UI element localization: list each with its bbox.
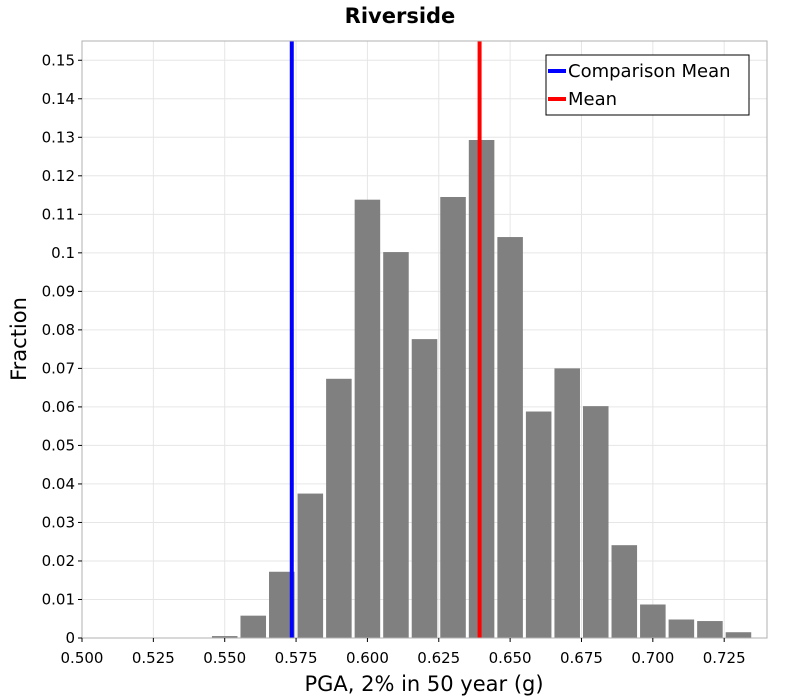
x-axis-ticks: 0.500 0.525 0.550 0.575 0.600 0.625 0.650 0.675… [61,638,746,667]
histogram-bar [297,493,324,638]
y-tick-label: 0.15 [42,51,75,69]
histogram-bar [440,196,466,638]
histogram-bar [582,406,609,638]
y-tick-label: 0.14 [42,90,75,108]
histogram-bar [326,378,352,638]
x-tick-label: 0.600 [346,649,389,667]
histogram-bar [497,237,523,638]
y-tick-label: 0.08 [42,321,75,339]
y-axis-ticks: 0 0.01 0.02 0.03 0.04 0.05 0.06 0.07 0.08 0.09 0.1… [42,51,82,647]
y-tick-label: 0.03 [42,513,75,531]
y-tick-label: 0.1 [51,244,75,262]
x-tick-label: 0.625 [417,649,460,667]
x-tick-label: 0.525 [132,649,175,667]
histogram-bar [211,636,238,638]
legend-label: Mean [568,89,617,110]
x-axis-label: PGA, 2% in 50 year (g) [304,672,543,696]
histogram-bar [640,604,666,638]
histogram-bar [725,632,752,638]
x-tick-label: 0.550 [203,649,246,667]
x-tick-label: 0.725 [703,649,746,667]
legend-label: Comparison Mean [568,61,731,82]
x-tick-label: 0.650 [489,649,532,667]
histogram-bar [668,619,695,638]
histogram-bar [354,199,381,638]
y-tick-label: 0 [65,629,75,647]
histogram-bar [697,621,723,638]
legend-box [545,54,750,116]
x-tick-label: 0.675 [560,649,603,667]
histogram-bar [611,545,638,638]
y-tick-label: 0.05 [42,436,75,454]
y-tick-label: 0.07 [42,359,75,377]
y-tick-label: 0.04 [42,475,75,493]
histogram-bar [383,252,409,638]
histogram-bar [525,411,552,638]
y-axis-label: Fraction [7,297,31,381]
legend: Comparison Mean Mean [545,54,750,116]
plot-area-border [81,40,768,639]
y-tick-label: 0.09 [42,282,75,300]
x-tick-label: 0.700 [631,649,674,667]
y-tick-label: 0.13 [42,128,75,146]
histogram-bar [411,339,438,638]
x-tick-label: 0.500 [61,649,104,667]
y-tick-label: 0.12 [42,167,75,185]
y-tick-label: 0.02 [42,552,75,570]
x-tick-label: 0.575 [275,649,318,667]
y-tick-label: 0.06 [42,398,75,416]
histogram-bar [240,615,267,638]
y-tick-label: 0.11 [42,205,75,223]
chart-title: Riverside [345,4,456,28]
mean-lines [289,41,482,638]
histogram-bar [554,368,580,638]
y-tick-label: 0.01 [42,590,75,608]
